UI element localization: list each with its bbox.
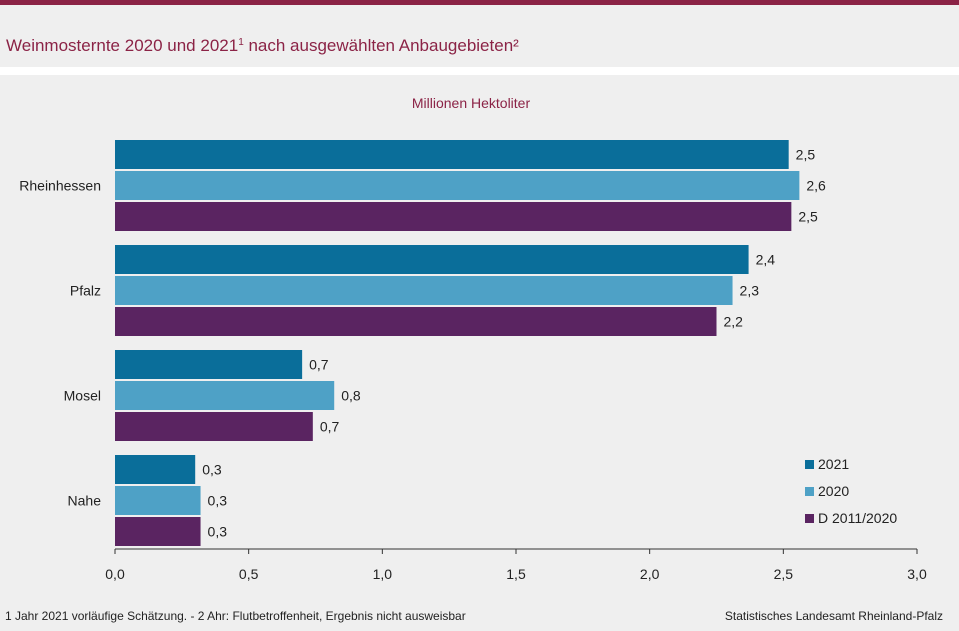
x-tick-label: 3,0 [907, 566, 927, 582]
data-label: 0,3 [208, 524, 228, 540]
data-label: 0,7 [309, 357, 329, 373]
x-tick-label: 0,0 [105, 566, 125, 582]
legend-label: 2020 [818, 483, 849, 499]
data-label: 0,8 [341, 388, 361, 404]
data-label: 2,3 [740, 283, 760, 299]
category-label: Rheinhessen [19, 178, 101, 194]
x-tick-label: 1,0 [373, 566, 393, 582]
footnote: 1 Jahr 2021 vorläufige Schätzung. - 2 Ah… [5, 609, 466, 623]
bar-mosel-2020 [115, 381, 335, 410]
bar-mosel-2021 [115, 350, 303, 379]
x-tick-label: 0,5 [239, 566, 259, 582]
legend-label: 2021 [818, 456, 849, 472]
chart-title: Weinmosternte 2020 und 20211 nach ausgew… [6, 36, 519, 55]
data-label: 2,2 [724, 314, 744, 330]
legend-swatch-2020 [805, 487, 814, 496]
bar-rheinhessen-2021 [115, 140, 789, 169]
bar-nahe-2020 [115, 486, 201, 515]
bar-chart: Millionen Hektoliter 2,5 2,6 2,5 Rheinhessen… [19, 95, 927, 582]
source-credit: Statistisches Landesamt Rheinland-Pfalz [724, 609, 943, 623]
chart-subtitle: Millionen Hektoliter [412, 95, 531, 111]
data-label: 2,4 [756, 252, 776, 268]
bar-rheinhessen-avg [115, 202, 792, 231]
category-label: Mosel [64, 388, 101, 404]
title-separator [0, 67, 959, 75]
data-label: 0,3 [208, 493, 228, 509]
data-label: 2,6 [806, 178, 826, 194]
data-label: 0,3 [202, 462, 222, 478]
legend-swatch-avg [805, 514, 814, 523]
bar-mosel-avg [115, 412, 313, 441]
category-label: Pfalz [70, 283, 101, 299]
x-tick-label: 2,5 [774, 566, 794, 582]
legend-label: D 2011/2020 [818, 510, 897, 526]
category-label: Nahe [68, 493, 102, 509]
bar-rheinhessen-2020 [115, 171, 800, 200]
top-accent-line [0, 0, 959, 5]
bar-pfalz-2021 [115, 245, 749, 274]
x-tick-label: 2,0 [640, 566, 660, 582]
bar-nahe-avg [115, 517, 201, 546]
bar-pfalz-avg [115, 307, 717, 336]
data-label: 2,5 [796, 147, 816, 163]
x-tick-label: 1,5 [506, 566, 526, 582]
title-bar [0, 5, 959, 67]
bar-nahe-2021 [115, 455, 196, 484]
bar-pfalz-2020 [115, 276, 733, 305]
data-label: 2,5 [798, 209, 818, 225]
legend-swatch-2021 [805, 460, 814, 469]
data-label: 0,7 [320, 419, 340, 435]
